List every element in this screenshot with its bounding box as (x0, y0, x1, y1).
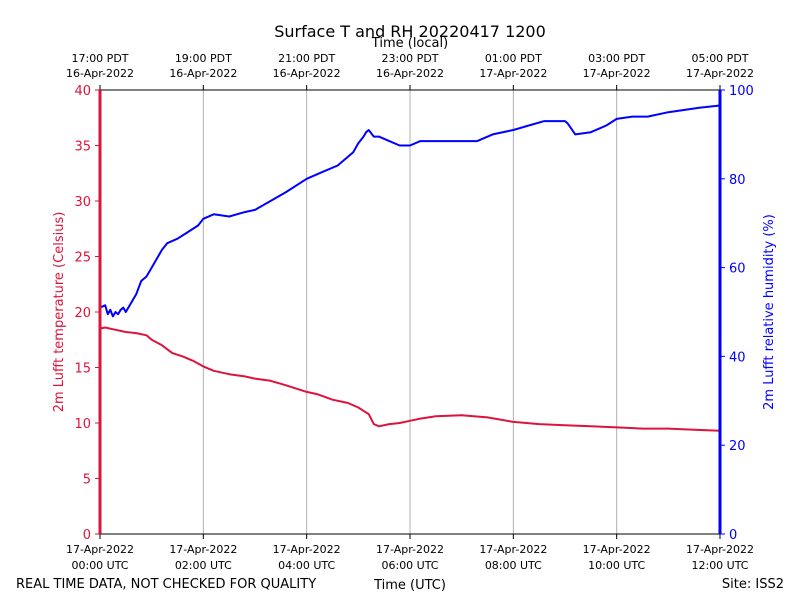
right-tick-label: 100 (729, 84, 754, 99)
right-tick-label: 20 (729, 439, 746, 454)
right-y-axis-label: 2m Lufft relative humidity (%) (762, 214, 777, 410)
bottom-tick-date: 17-Apr-2022 (583, 543, 651, 556)
top-tick-time: 21:00 PDT (278, 52, 335, 65)
right-tick-label: 60 (729, 262, 746, 277)
right-tick-label: 0 (729, 528, 737, 543)
top-tick-date: 17-Apr-2022 (583, 67, 651, 80)
left-tick-label: 30 (74, 195, 91, 210)
bottom-tick-time: 08:00 UTC (485, 559, 542, 572)
left-tick-label: 35 (74, 140, 91, 155)
top-tick-date: 17-Apr-2022 (686, 67, 754, 80)
left-tick-label: 5 (83, 473, 91, 488)
left-y-axis-label: 2m Lufft temperature (Celsius) (52, 212, 67, 413)
bottom-tick-time: 10:00 UTC (588, 559, 645, 572)
left-tick-label: 25 (74, 251, 91, 266)
bottom-tick-date: 17-Apr-2022 (686, 543, 754, 556)
top-tick-date: 16-Apr-2022 (66, 67, 134, 80)
series-layer (99, 104, 721, 432)
top-tick-date: 17-Apr-2022 (479, 67, 547, 80)
left-tick-label: 15 (74, 362, 91, 377)
right-tick-label: 80 (729, 173, 746, 188)
bottom-tick-time: 02:00 UTC (175, 559, 232, 572)
top-tick-time: 17:00 PDT (71, 52, 128, 65)
bottom-tick-date: 17-Apr-2022 (376, 543, 444, 556)
site-label: Site: ISS2 (722, 577, 784, 592)
top-tick-date: 16-Apr-2022 (273, 67, 341, 80)
x-axis-label: Time (UTC) (373, 578, 446, 593)
vertical-grid (202, 90, 618, 534)
left-tick-label: 20 (74, 306, 91, 321)
top-tick-time: 19:00 PDT (175, 52, 232, 65)
right-tick-label: 40 (729, 350, 746, 365)
bottom-tick-date: 17-Apr-2022 (273, 543, 341, 556)
top-tick-time: 23:00 PDT (381, 52, 438, 65)
top-tick-date: 16-Apr-2022 (169, 67, 237, 80)
quality-disclaimer: REAL TIME DATA, NOT CHECKED FOR QUALITY (16, 577, 316, 592)
humidity-line (99, 104, 721, 318)
top-axis-title: Time (local) (371, 36, 448, 51)
bottom-tick-time: 06:00 UTC (381, 559, 438, 572)
left-tick-label: 40 (74, 84, 91, 99)
bottom-tick-time: 12:00 UTC (691, 559, 748, 572)
temperature-line (99, 326, 721, 432)
top-tick-date: 16-Apr-2022 (376, 67, 444, 80)
bottom-tick-date: 17-Apr-2022 (66, 543, 134, 556)
chart-title: Surface T and RH 20220417 1200 (274, 22, 546, 41)
bottom-tick-date: 17-Apr-2022 (479, 543, 547, 556)
bottom-tick-time: 00:00 UTC (71, 559, 128, 572)
bottom-tick-time: 04:00 UTC (278, 559, 335, 572)
left-tick-label: 0 (83, 528, 91, 543)
top-tick-time: 01:00 PDT (485, 52, 542, 65)
bottom-tick-date: 17-Apr-2022 (169, 543, 237, 556)
top-tick-time: 05:00 PDT (691, 52, 748, 65)
top-tick-time: 03:00 PDT (588, 52, 645, 65)
tick-marks-and-labels: 0 5 10 15 20 25 30 35 40 0 20 40 60 80 100 17-Apr-2022 0… (66, 52, 754, 572)
left-tick-label: 10 (74, 417, 91, 432)
